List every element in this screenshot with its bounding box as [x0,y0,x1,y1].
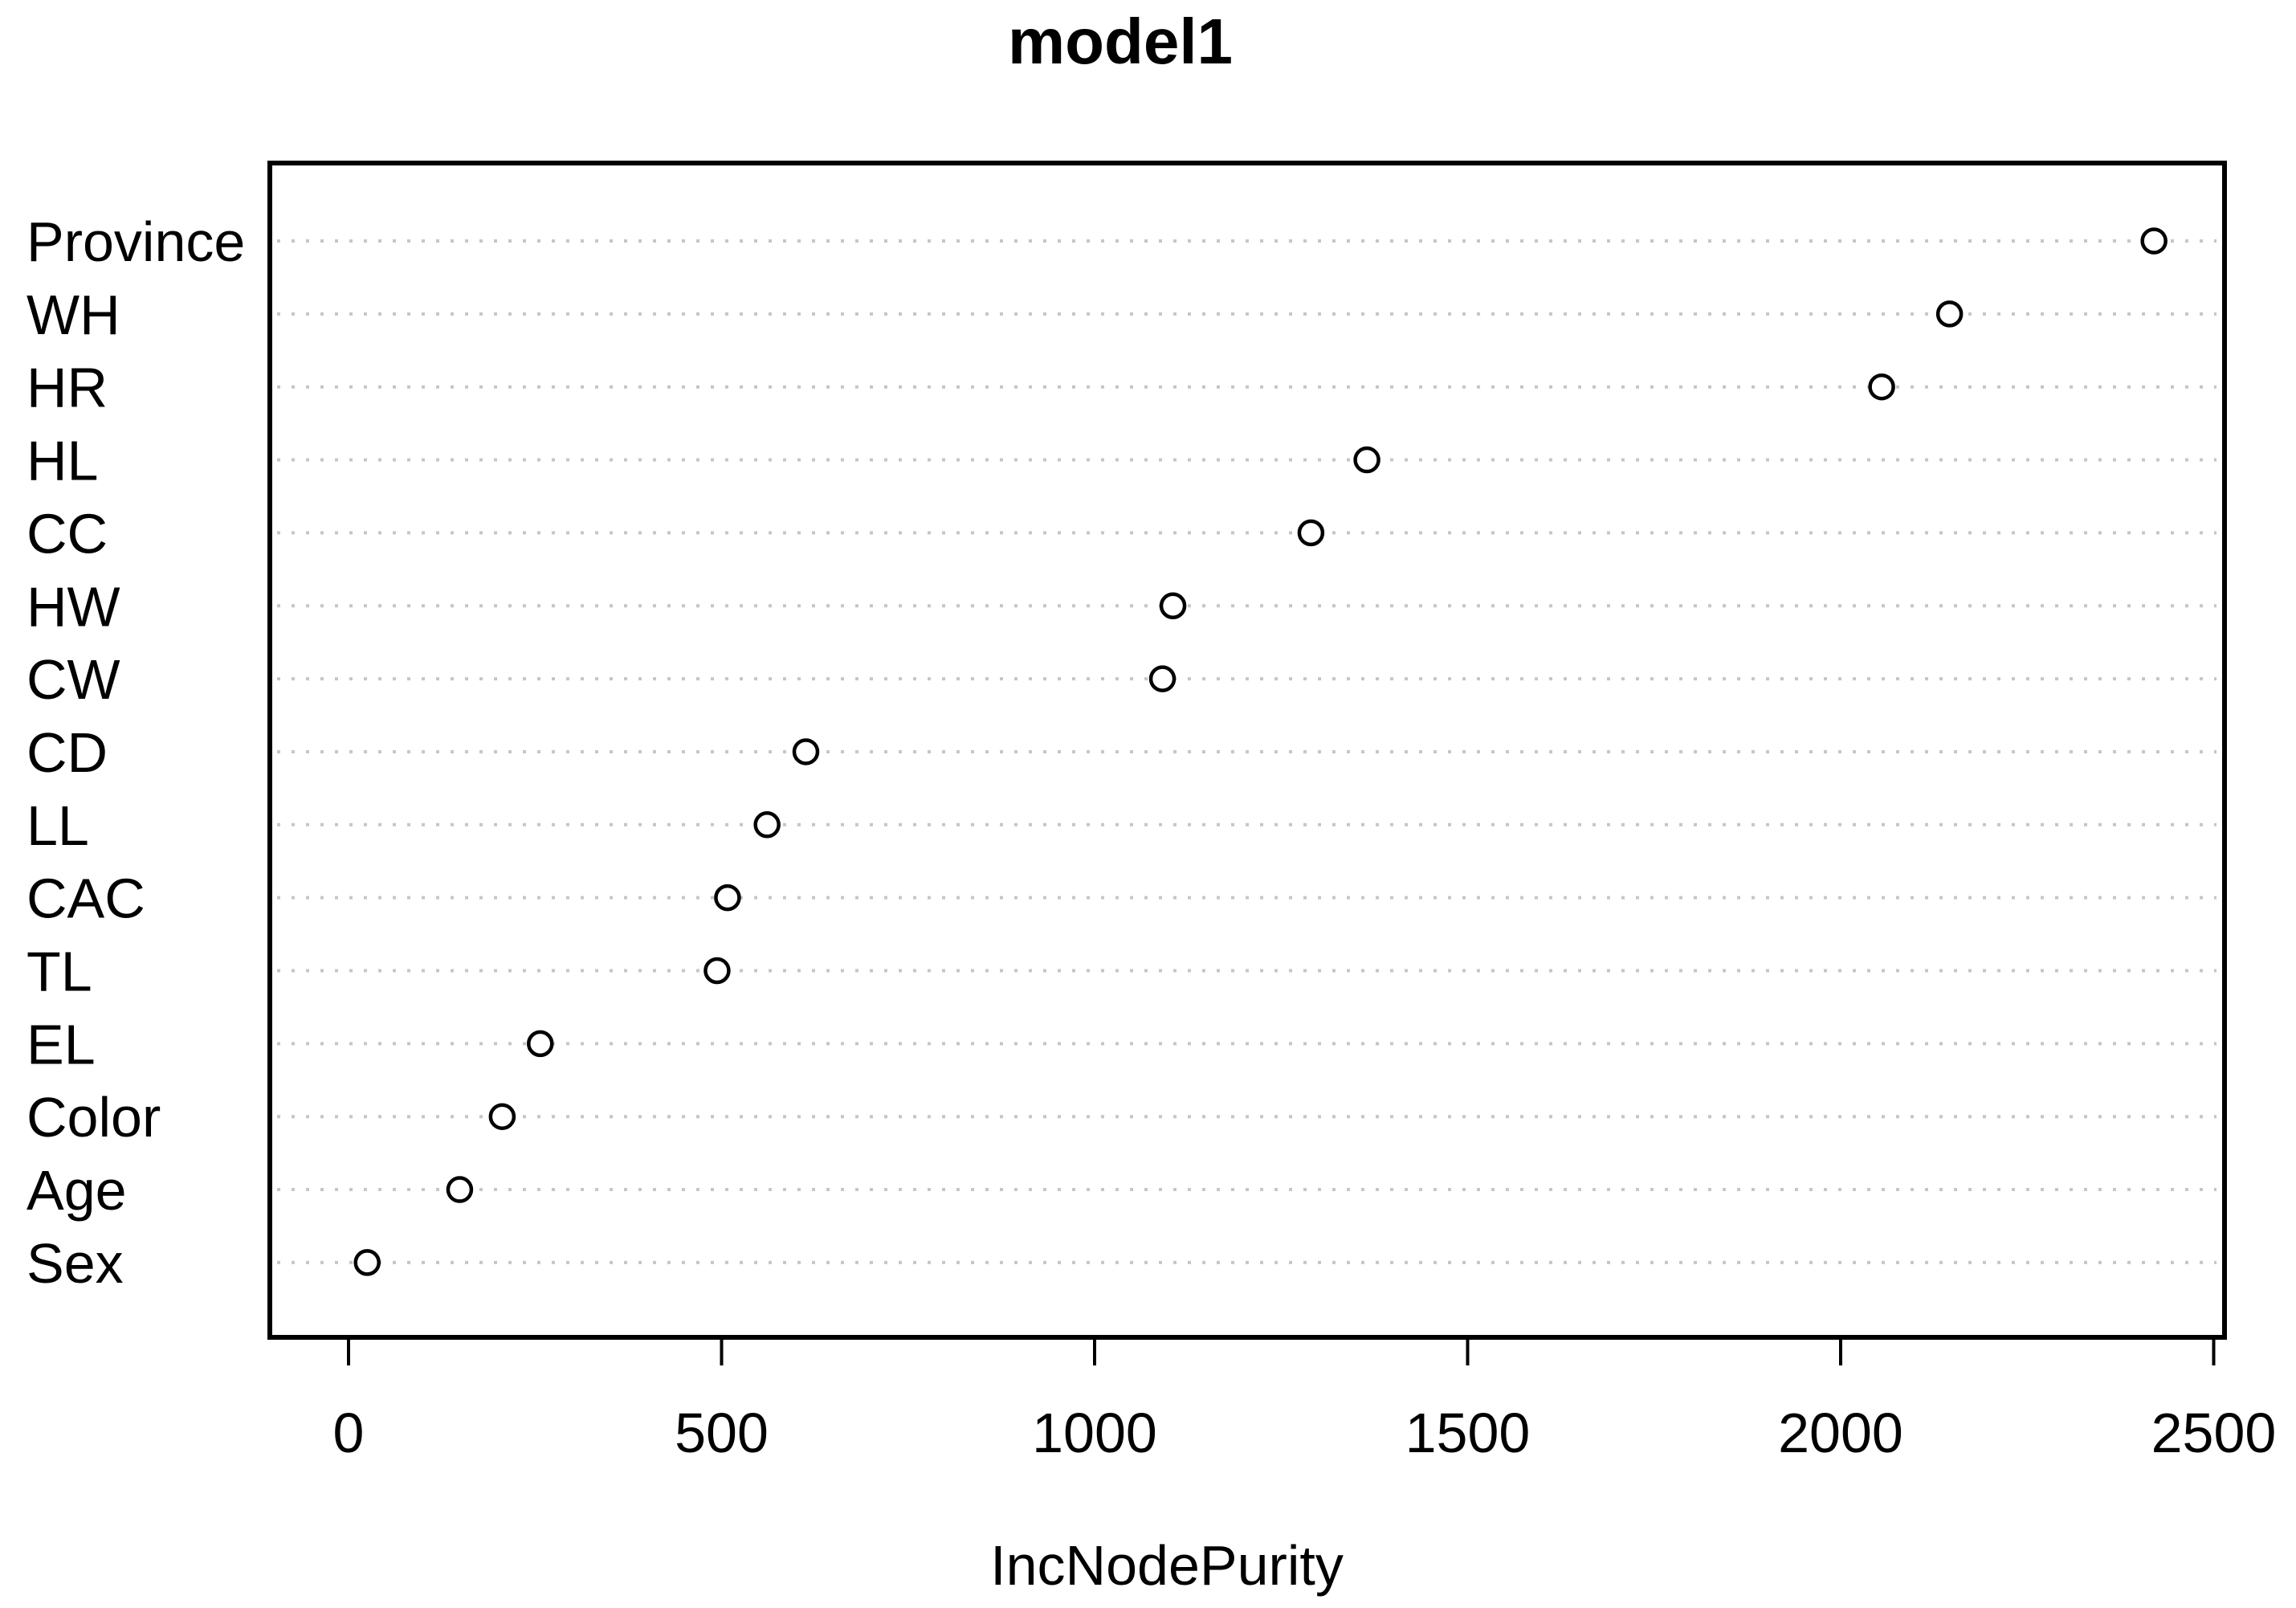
data-point [753,811,781,839]
x-axis: 0 500 1000 1500 2000 2500 [333,1337,2277,1464]
data-point [527,1030,554,1058]
y-category-label: Age [27,1159,127,1222]
grid-lines [277,239,2216,1264]
data-point [1297,519,1325,547]
x-tick-label: 500 [675,1402,769,1464]
y-category-label: LL [27,794,89,857]
data-point [2140,227,2168,255]
x-axis-label: IncNodePurity [990,1534,1344,1597]
y-category-label: CD [27,721,108,784]
data-point [1148,665,1177,692]
data-point [792,738,820,765]
data-point [1868,373,1895,401]
plot-frame [267,161,2227,1340]
data-point [446,1176,474,1203]
y-category-label: HR [27,357,108,419]
x-tick-label: 2000 [1778,1402,1903,1464]
x-tick-label: 2500 [2151,1402,2277,1464]
y-category-label: Color [27,1086,161,1149]
x-tick-label: 1500 [1405,1402,1531,1464]
data-point [353,1249,381,1276]
data-point [1353,446,1380,474]
data-point [1159,592,1187,619]
y-category-label: EL [27,1013,96,1075]
data-point [714,884,741,912]
y-category-label: HL [27,430,98,492]
x-tick-label: 0 [333,1402,365,1464]
data-point [703,957,731,985]
y-category-label: CC [27,502,108,565]
x-tick-label: 1000 [1032,1402,1157,1464]
y-axis-labels: Province WH HR HL CC HW CW CD LL CAC TL EL Color Age S… [27,210,245,1295]
data-point [1935,300,1964,328]
chart-title: model1 [1008,6,1233,77]
y-category-label: Province [27,210,245,273]
y-category-label: CW [27,648,120,711]
y-category-label: CAC [27,867,145,930]
y-category-label: WH [27,284,120,346]
data-point [488,1103,516,1130]
y-category-label: HW [27,575,120,638]
y-category-label: TL [27,941,92,1003]
data-points [353,227,2168,1276]
y-category-label: Sex [27,1232,124,1295]
